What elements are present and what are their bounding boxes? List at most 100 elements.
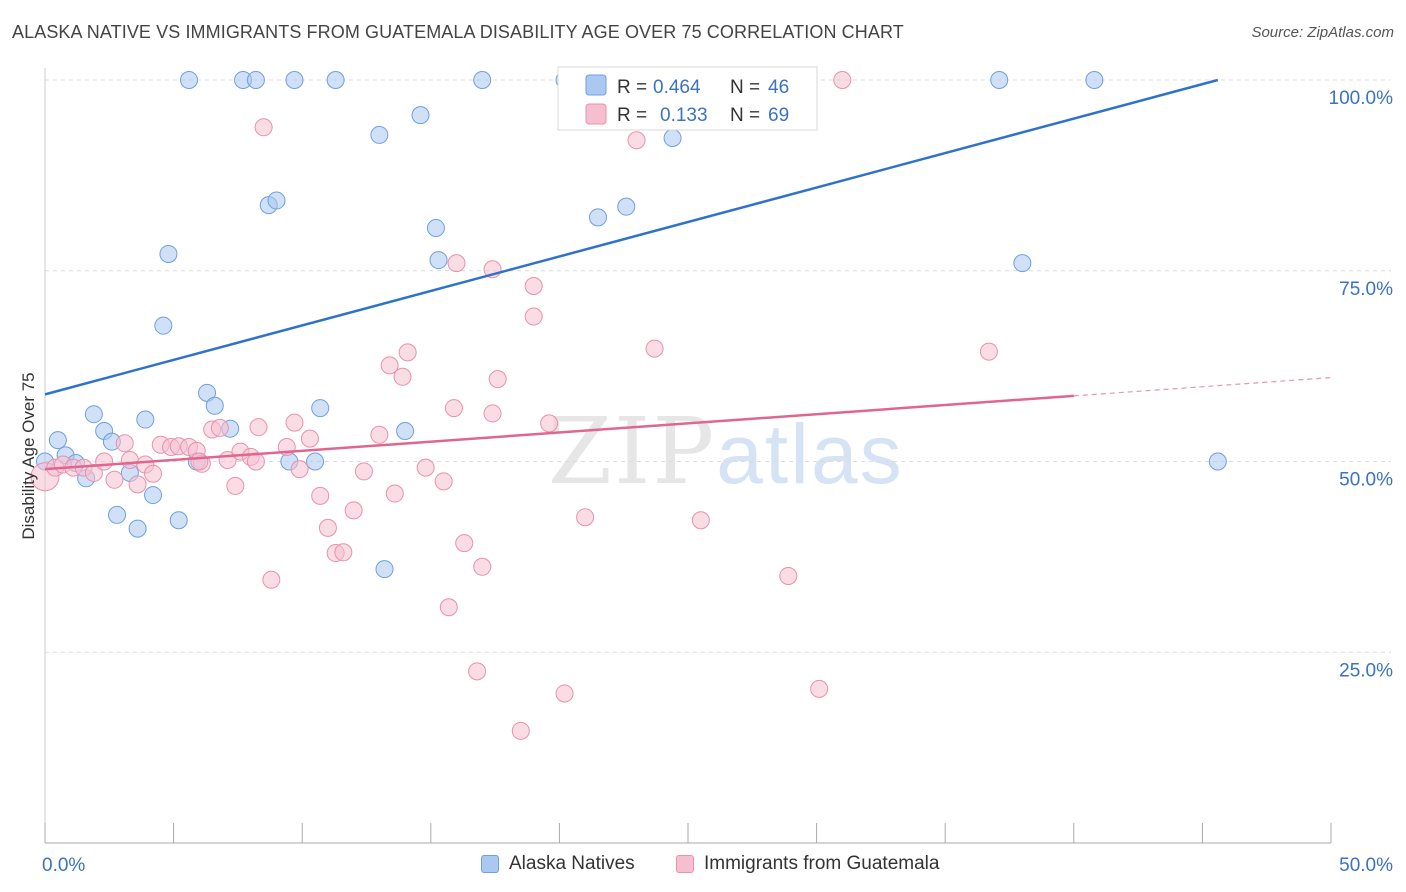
legend-swatch-blue <box>585 74 607 96</box>
alaska-point <box>108 505 127 524</box>
alaska-point <box>136 410 155 429</box>
alaska-point <box>1208 452 1227 471</box>
y-tick-label-1: 50.0% <box>1339 470 1393 491</box>
guatemala-point <box>190 452 209 471</box>
guatemala-point <box>979 342 998 361</box>
guatemala-point <box>344 501 363 520</box>
y-axis-label: Disability Age Over 75 <box>19 372 38 539</box>
gridlines <box>45 79 1391 653</box>
legend-r-label: R = <box>617 77 647 98</box>
alaska-point <box>326 71 345 89</box>
guatemala-point <box>95 452 114 471</box>
guatemala-point <box>370 425 389 444</box>
bottom-legend-swatch-blue <box>481 855 499 873</box>
legend-n-label: N = <box>730 77 760 98</box>
alaska-point <box>144 486 163 505</box>
guatemala-point <box>810 679 829 698</box>
legend-n-label-2: N = <box>730 105 760 126</box>
alaska-point <box>306 452 325 471</box>
x-tick-label-max: 50.0% <box>1339 855 1393 876</box>
alaska-point <box>990 71 1009 89</box>
guatemala-point <box>115 434 134 453</box>
bottom-legend-swatch-pink <box>676 855 694 873</box>
guatemala-point <box>439 598 458 617</box>
alaska-point <box>663 128 682 147</box>
guatemala-point <box>645 339 664 358</box>
bottom-legend-alaska: Alaska Natives <box>481 851 635 877</box>
alaska-point <box>1013 254 1032 273</box>
guatemala-point <box>334 543 353 562</box>
guatemala-point <box>434 472 453 491</box>
alaska-point <box>48 431 67 450</box>
legend-r-value-pink: 0.133 <box>660 105 708 126</box>
alaska-point <box>311 399 330 418</box>
guatemala-point <box>511 721 530 740</box>
guatemala-point <box>311 486 330 505</box>
guatemala-point <box>393 367 412 386</box>
guatemala-point <box>290 460 309 479</box>
chart-title: ALASKA NATIVE VS IMMIGRANTS FROM GUATEMA… <box>12 22 904 42</box>
bottom-legend-label-guatemala: Immigrants from Guatemala <box>704 853 940 874</box>
guatemala-trend-line <box>44 394 1074 471</box>
guatemala-point <box>210 418 229 437</box>
alaska-point <box>396 421 415 440</box>
guatemala-point <box>833 71 852 89</box>
guatemala-point <box>398 343 417 362</box>
alaska-point <box>154 316 173 335</box>
guatemala-point <box>524 277 543 296</box>
guatemala-point <box>576 508 595 527</box>
alaska-point <box>617 197 636 216</box>
guatemala-point <box>455 534 474 553</box>
alaska-point <box>411 106 430 125</box>
guatemala-point <box>249 418 268 437</box>
guatemala-point <box>444 399 463 418</box>
guatemala-point <box>416 458 435 477</box>
guatemala-point <box>105 470 124 489</box>
tick-labels: 25.0% 50.0% 75.0% 100.0% 0.0% 50.0% <box>42 88 1393 876</box>
guatemala-point <box>318 518 337 537</box>
alaska-point <box>588 208 607 227</box>
alaska-point <box>429 251 448 270</box>
guatemala-point <box>627 131 646 150</box>
legend-n-value-pink: 69 <box>768 105 789 126</box>
guatemala-point <box>468 662 487 681</box>
alaska-point <box>473 71 492 89</box>
guatemala-point <box>354 462 373 481</box>
x-tick-label-min: 0.0% <box>42 855 85 876</box>
bottom-legend-label-alaska: Alaska Natives <box>509 853 635 874</box>
legend-n-value-blue: 46 <box>768 77 789 98</box>
guatemala-point <box>300 429 319 448</box>
y-tick-label-2: 75.0% <box>1339 279 1393 300</box>
alaska-point <box>1085 71 1104 89</box>
alaska-point <box>84 405 103 424</box>
guatemala-point <box>555 684 574 703</box>
guatemala-point <box>524 307 543 326</box>
guatemala-point <box>262 570 281 589</box>
legend-r-label-2: R = <box>617 105 647 126</box>
legend-r-value-blue: 0.464 <box>653 77 701 98</box>
alaska-point <box>246 71 265 89</box>
guatemala-point <box>473 557 492 576</box>
guatemala-point <box>285 413 304 432</box>
guatemala-points <box>30 71 998 740</box>
source-label: Source: ZipAtlas.com <box>1251 24 1394 41</box>
alaska-point <box>375 560 394 579</box>
guatemala-point <box>254 118 273 137</box>
alaska-point <box>180 71 199 89</box>
guatemala-point <box>447 254 466 273</box>
trend-lines <box>44 78 1332 471</box>
guatemala-point <box>128 475 147 494</box>
y-tick-label-0: 25.0% <box>1339 660 1393 681</box>
bottom-legend-guatemala: Immigrants from Guatemala <box>676 851 939 877</box>
y-tick-label-3: 100.0% <box>1329 88 1394 109</box>
alaska-point <box>159 244 178 263</box>
guatemala-trend-extension <box>1073 376 1332 397</box>
guatemala-point <box>120 450 139 469</box>
alaska-point <box>169 511 188 530</box>
alaska-point <box>205 396 224 415</box>
alaska-point <box>370 125 389 144</box>
guatemala-point <box>226 476 245 495</box>
legend-swatch-pink <box>585 103 607 125</box>
legend-box: R = 0.464 N = 46 R = 0.133 N = 69 <box>557 66 818 131</box>
